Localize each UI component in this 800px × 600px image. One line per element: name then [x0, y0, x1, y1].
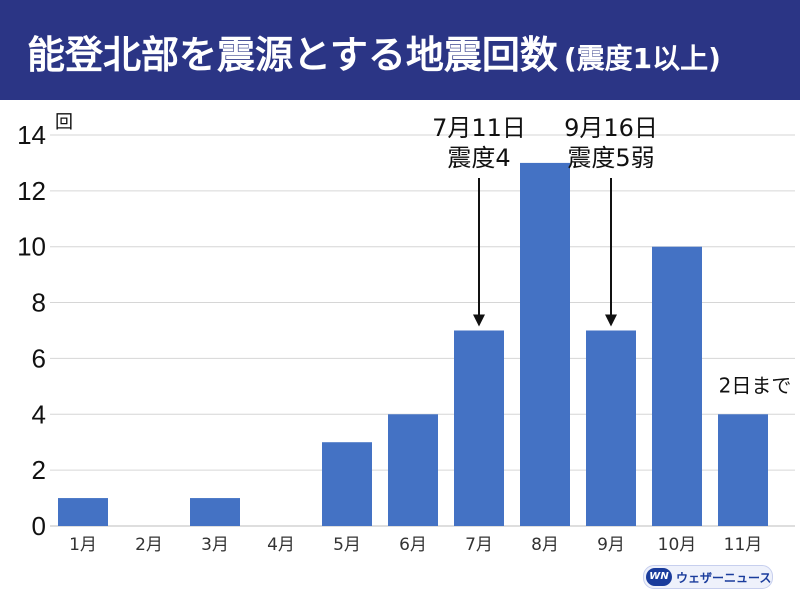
bar [58, 498, 108, 526]
logo-mark: WN [646, 568, 672, 586]
x-tick-label: 7月 [465, 535, 493, 555]
chart-title-text: 能登北部を震源とする地震回数 [27, 33, 558, 77]
y-tick-label: 8 [32, 288, 46, 318]
bar-chart: 0 2 4 6 8 10 12 14 回 1月 2月 3月 4月 5月 6月 7月 8月 9月 10月 11月 7月11… [17, 112, 795, 555]
chart-header: 能登北部を震源とする地震回数 (震度1以上) [0, 0, 800, 100]
annotation-label: 震度4 [447, 144, 510, 172]
bar [190, 498, 240, 526]
annotation-label: 7月11日 [432, 114, 526, 142]
x-tick-label: 4月 [267, 535, 295, 555]
bar [586, 330, 636, 526]
bar [388, 414, 438, 526]
y-tick-label: 10 [17, 232, 46, 262]
bar [322, 442, 372, 526]
x-tick-label: 8月 [531, 535, 559, 555]
bar [718, 414, 768, 526]
x-tick-label: 10月 [658, 535, 697, 555]
annotation-arrowhead [605, 314, 617, 327]
logo-text: ウェザーニュース [676, 571, 772, 585]
y-tick-label: 0 [32, 511, 46, 541]
x-tick-label: 2月 [135, 535, 163, 555]
weathernews-logo: WN ウェザーニュース [643, 565, 773, 589]
x-tick-label: 11月 [724, 535, 763, 555]
bar [454, 330, 504, 526]
y-tick-label: 6 [32, 343, 46, 373]
annotation-label: 震度5弱 [567, 144, 654, 172]
x-tick-label: 3月 [201, 535, 229, 555]
bar [520, 162, 570, 526]
x-tick-label: 5月 [333, 535, 361, 555]
annotation-label: 2日まで [719, 373, 792, 397]
bar [652, 246, 702, 526]
x-tick-label: 1月 [69, 535, 97, 555]
annotation-arrowhead [473, 314, 485, 327]
x-tick-label: 9月 [597, 535, 625, 555]
x-tick-label: 6月 [399, 535, 427, 555]
y-tick-label: 2 [32, 455, 46, 485]
y-axis-unit: 回 [55, 112, 73, 133]
chart-title: 能登北部を震源とする地震回数 (震度1以上) [27, 24, 721, 79]
y-tick-label: 4 [32, 399, 46, 429]
chart-subtitle: (震度1以上) [563, 42, 721, 75]
annotation-label: 9月16日 [564, 114, 658, 142]
y-tick-label: 12 [17, 176, 46, 206]
y-tick-label: 14 [17, 120, 46, 150]
